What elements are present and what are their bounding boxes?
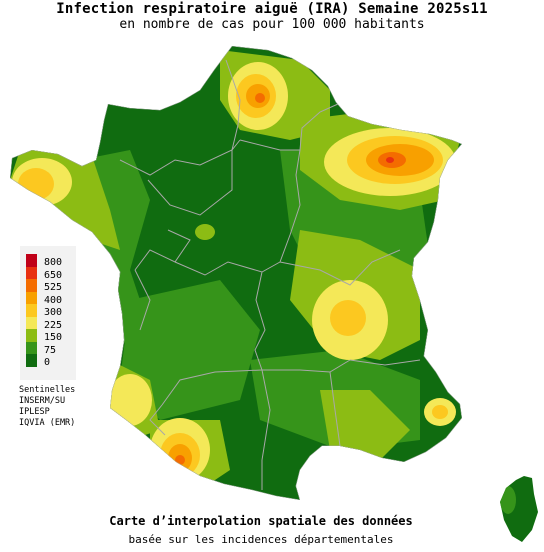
legend-swatch: [26, 304, 37, 317]
legend-label: 300: [44, 307, 63, 318]
legend-swatch: [26, 291, 37, 304]
legend-label: 650: [44, 269, 63, 281]
legend-swatch: [26, 316, 37, 329]
legend-swatch: [26, 341, 37, 354]
legend-label: 525: [44, 282, 63, 293]
footer-caption: Carte d’interpolation spatiale des donné…: [109, 514, 413, 528]
legend-label: 800: [44, 257, 63, 268]
legend-label: 0: [44, 357, 51, 368]
region-borders: [119, 59, 421, 490]
legend-item-225: 225: [26, 316, 74, 331]
footer-note: basée sur les incidences départementales: [128, 533, 394, 546]
legend-label: 225: [44, 319, 63, 331]
legend-label: 150: [44, 332, 63, 343]
map-title: Infection respiratoire aiguë (IRA) Semai…: [56, 1, 488, 17]
legend-item-75: 75: [26, 341, 74, 356]
sources-heading: Sentinelles: [19, 385, 76, 395]
map-subtitle: en nombre de cas pour 100 000 habitants: [119, 17, 425, 32]
legend-swatch: [26, 329, 37, 342]
color-legend: 800 650 525 400 300 225 150 75 0: [20, 246, 76, 380]
legend-swatch: [26, 279, 37, 292]
legend-item-650: 650: [26, 266, 74, 281]
legend-swatch: [26, 266, 37, 279]
legend-item-800: 800: [26, 254, 74, 268]
source-line: IQVIA (EMR): [19, 418, 76, 428]
legend-item-150: 150: [26, 329, 74, 343]
legend-label: 75: [44, 344, 57, 356]
legend-item-0: 0: [26, 354, 74, 368]
source-line: INSERM/SU: [19, 396, 66, 406]
legend-item-525: 525: [26, 279, 74, 293]
source-line: IPLESP: [19, 407, 50, 417]
data-sources: Sentinelles INSERM/SU IPLESP IQVIA (EMR): [19, 385, 75, 429]
legend-swatch: [26, 254, 37, 267]
legend-swatch: [26, 354, 37, 367]
legend-item-400: 400: [26, 291, 74, 306]
legend-item-300: 300: [26, 304, 74, 318]
legend-label: 400: [44, 294, 63, 306]
